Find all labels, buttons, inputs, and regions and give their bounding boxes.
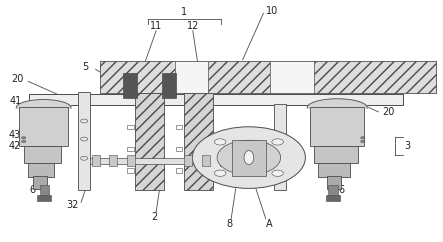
Text: 1: 1 [181,7,187,16]
Text: 2: 2 [151,212,158,222]
Bar [328,185,338,195]
Circle shape [361,140,365,143]
Bar [123,73,137,98]
Bar [100,61,435,93]
Text: 41: 41 [10,96,22,106]
Text: 4: 4 [343,112,349,122]
Circle shape [361,137,365,139]
Circle shape [21,137,26,139]
Bar [128,168,134,173]
Bar [128,125,134,129]
Text: 32: 32 [66,200,78,210]
Text: 3: 3 [405,141,411,151]
Circle shape [272,170,284,176]
Bar [87,158,239,164]
Bar [175,61,208,93]
Bar [326,195,340,201]
Bar [39,185,49,195]
Text: 32: 32 [335,157,348,167]
Bar [310,107,364,146]
Bar [208,61,270,93]
Text: 20: 20 [11,74,23,84]
Bar [184,93,213,189]
Bar [326,176,341,189]
Bar [318,163,350,177]
Text: 5: 5 [82,62,89,72]
Bar [23,146,61,163]
Circle shape [214,139,226,145]
Text: 42: 42 [9,141,21,151]
Bar [92,155,100,166]
Text: 12: 12 [187,21,199,31]
Text: 43: 43 [9,130,21,140]
Text: 6: 6 [338,185,345,195]
Bar [33,176,47,189]
Bar [162,73,176,98]
Bar [28,163,54,177]
Circle shape [21,140,26,143]
Circle shape [272,139,284,145]
Bar [127,155,135,166]
Bar [314,146,358,163]
Text: A: A [266,219,272,229]
Circle shape [217,140,281,175]
Text: 6: 6 [29,185,35,195]
Bar [176,125,182,129]
Bar [220,155,228,166]
Bar [128,147,134,151]
Bar [176,147,182,151]
Bar [184,155,192,166]
Text: 8: 8 [226,219,233,229]
Text: 20: 20 [382,107,395,117]
Bar [109,155,117,166]
Circle shape [192,127,305,188]
Bar [202,155,210,166]
Text: 10: 10 [266,6,278,16]
Bar [37,195,51,201]
Bar [78,92,90,189]
Bar [232,140,266,176]
Bar [29,94,403,105]
Circle shape [214,170,226,176]
Bar [274,104,286,189]
Bar [270,61,314,93]
Ellipse shape [244,151,254,165]
Text: 11: 11 [150,21,162,31]
Bar [176,168,182,173]
Bar [19,107,68,146]
Bar [314,61,435,93]
Bar [100,61,175,93]
Bar [136,93,164,189]
Text: 31: 31 [335,147,348,157]
